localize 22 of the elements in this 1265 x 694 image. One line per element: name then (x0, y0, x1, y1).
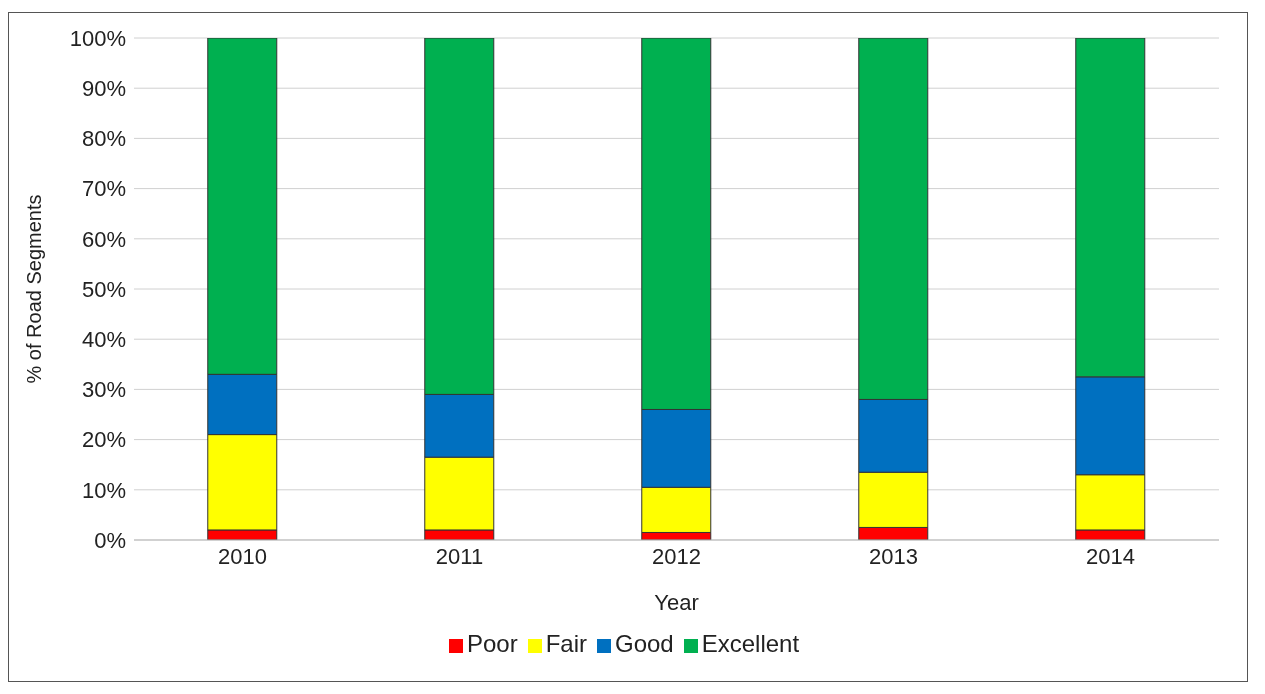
y-tick-label: 90% (81, 76, 126, 102)
y-tick-label: 10% (81, 477, 126, 503)
x-tick-label: 2010 (218, 543, 267, 569)
y-tick-label: 40% (81, 327, 126, 353)
y-tick-label: 60% (81, 226, 126, 252)
legend-label: Poor (466, 630, 518, 657)
y-tick-label: 50% (81, 276, 126, 302)
y-tick-label: 80% (81, 126, 126, 152)
y-tick-label: 0% (94, 527, 126, 553)
x-tick-label: 2013 (869, 543, 918, 569)
legend-label: Fair (545, 630, 587, 657)
y-tick-label: 70% (81, 176, 126, 202)
x-tick-label: 2012 (652, 543, 701, 569)
legend-label: Good (614, 630, 674, 657)
y-tick-label: 100% (69, 25, 126, 51)
x-tick-label: 2014 (1086, 543, 1135, 569)
y-tick-label: 30% (81, 377, 126, 403)
y-axis-title: % of Road Segments (23, 194, 46, 384)
legend-label: Excellent (701, 630, 800, 657)
x-tick-label: 2011 (435, 543, 484, 569)
x-axis-title: Year (654, 590, 699, 615)
y-tick-label: 20% (81, 427, 126, 453)
